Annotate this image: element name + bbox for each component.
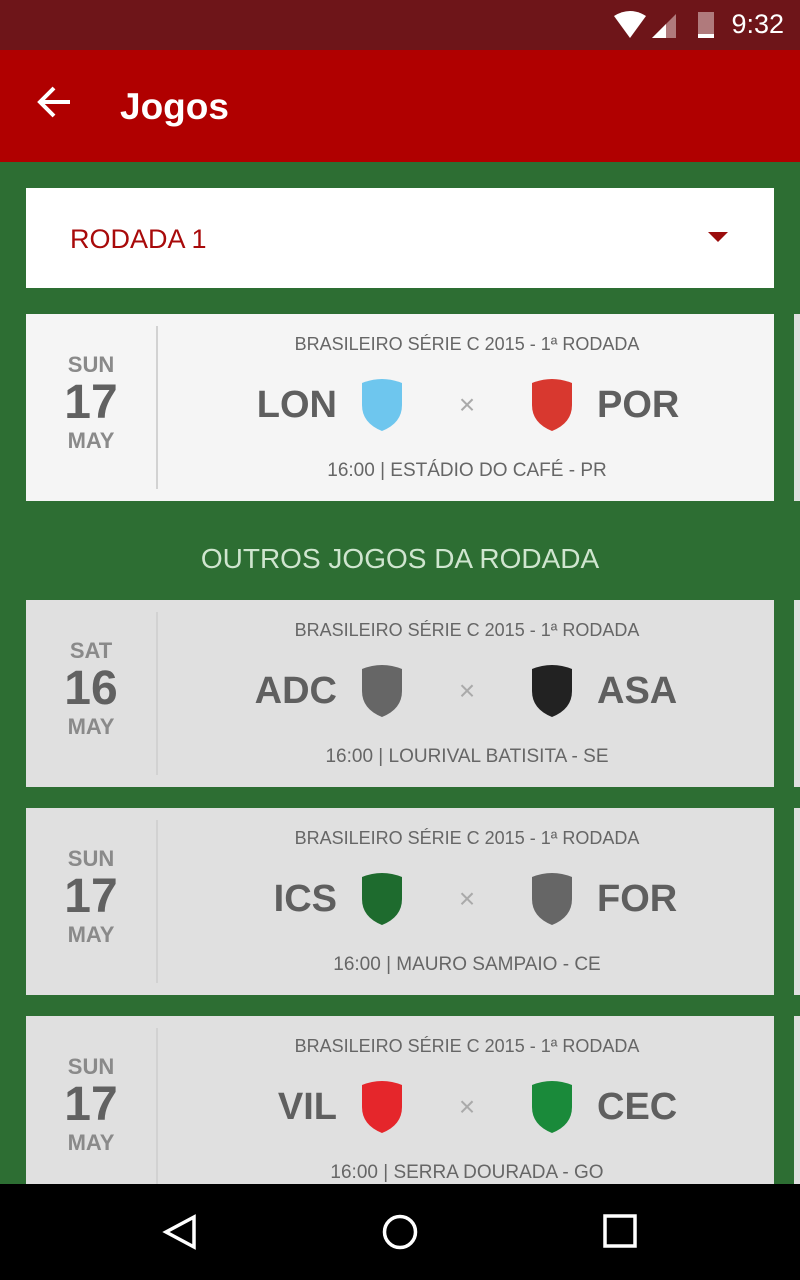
day-of-week: SUN: [67, 352, 115, 377]
month: MAY: [67, 922, 115, 947]
home-team: VIL: [277, 1085, 337, 1128]
app-bar: Jogos: [0, 50, 800, 162]
teams: VIL × CEC: [160, 1078, 774, 1136]
wifi-icon: [614, 11, 646, 38]
versus: ×: [458, 675, 476, 706]
away-team: FOR: [597, 877, 678, 920]
versus: ×: [458, 1091, 476, 1122]
month: MAY: [67, 428, 115, 453]
match-card[interactable]: SUN 17 MAY BRASILEIRO SÉRIE C 2015 - 1ª …: [26, 808, 774, 995]
home-crest-icon: [353, 376, 411, 434]
home-crest-icon: [353, 662, 411, 720]
clock: 9:32: [731, 9, 784, 39]
home-nav-icon[interactable]: [382, 1214, 418, 1250]
arrow-back-icon[interactable]: [36, 84, 72, 127]
home-crest-icon: [353, 1078, 411, 1136]
day-of-week: SUN: [67, 846, 115, 871]
home-team: LON: [256, 383, 337, 426]
match-info: BRASILEIRO SÉRIE C 2015 - 1ª RODADA ADC …: [160, 600, 774, 787]
round-dropdown[interactable]: RODADA 1: [26, 188, 774, 288]
featured-match-card[interactable]: SUN 17 MAY BRASILEIRO SÉRIE C 2015 - 1ª …: [26, 314, 774, 501]
match-date: SUN 17 MAY: [26, 820, 158, 983]
away-team: POR: [597, 383, 680, 426]
match-date: SUN 17 MAY: [26, 326, 158, 489]
battery-icon: [698, 12, 714, 38]
home-crest-icon: [353, 870, 411, 928]
day-number: 16: [64, 662, 118, 715]
time-venue: 16:00 | ESTÁDIO DO CAFÉ - PR: [327, 460, 607, 481]
match-info: BRASILEIRO SÉRIE C 2015 - 1ª RODADA LON …: [160, 314, 774, 501]
day-number: 17: [64, 376, 118, 429]
teams: ICS × FOR: [160, 870, 774, 928]
dropdown-arrow-icon: [708, 232, 728, 242]
away-crest-icon: [523, 662, 581, 720]
page-title: Jogos: [120, 86, 229, 127]
next-page-card-edge: [794, 600, 800, 787]
competition: BRASILEIRO SÉRIE C 2015 - 1ª RODADA: [294, 1036, 640, 1056]
day-of-week: SUN: [67, 1054, 115, 1079]
away-crest-icon: [523, 376, 581, 434]
navigation-bar: [0, 1184, 800, 1280]
match-date: SUN 17 MAY: [26, 1028, 158, 1191]
status-bar: 9:32: [0, 0, 800, 50]
away-team: CEC: [597, 1085, 678, 1128]
day-number: 17: [64, 1078, 118, 1131]
month: MAY: [67, 1130, 115, 1155]
day-of-week: SAT: [69, 638, 113, 663]
recents-nav-icon[interactable]: [603, 1214, 637, 1248]
next-page-card-edge: [794, 314, 800, 501]
away-team: ASA: [597, 669, 678, 712]
home-team: ICS: [273, 877, 337, 920]
time-venue: 16:00 | LOURIVAL BATISITA - SE: [325, 746, 609, 767]
away-crest-icon: [523, 870, 581, 928]
home-team: ADC: [254, 669, 337, 712]
teams: LON × POR: [160, 376, 774, 434]
time-venue: 16:00 | MAURO SAMPAIO - CE: [333, 954, 601, 975]
competition: BRASILEIRO SÉRIE C 2015 - 1ª RODADA: [294, 828, 640, 848]
time-venue: 16:00 | SERRA DOURADA - GO: [330, 1162, 604, 1183]
away-crest-icon: [523, 1078, 581, 1136]
round-dropdown-value: RODADA 1: [70, 224, 207, 254]
status-icons: [614, 11, 714, 38]
day-number: 17: [64, 870, 118, 923]
versus: ×: [458, 389, 476, 420]
match-info: BRASILEIRO SÉRIE C 2015 - 1ª RODADA VIL …: [160, 1016, 774, 1203]
match-card[interactable]: SUN 17 MAY BRASILEIRO SÉRIE C 2015 - 1ª …: [26, 1016, 774, 1203]
competition: BRASILEIRO SÉRIE C 2015 - 1ª RODADA: [294, 620, 640, 640]
back-nav-icon[interactable]: [162, 1214, 198, 1250]
match-date: SAT 16 MAY: [26, 612, 158, 775]
next-page-card-edge: [794, 1016, 800, 1203]
teams: ADC × ASA: [160, 662, 774, 720]
section-title: OUTROS JOGOS DA RODADA: [200, 543, 600, 574]
match-info: BRASILEIRO SÉRIE C 2015 - 1ª RODADA ICS …: [160, 808, 774, 995]
month: MAY: [67, 714, 115, 739]
competition: BRASILEIRO SÉRIE C 2015 - 1ª RODADA: [294, 334, 640, 354]
next-page-card-edge: [794, 808, 800, 995]
versus: ×: [458, 883, 476, 914]
match-card[interactable]: SAT 16 MAY BRASILEIRO SÉRIE C 2015 - 1ª …: [26, 600, 774, 787]
